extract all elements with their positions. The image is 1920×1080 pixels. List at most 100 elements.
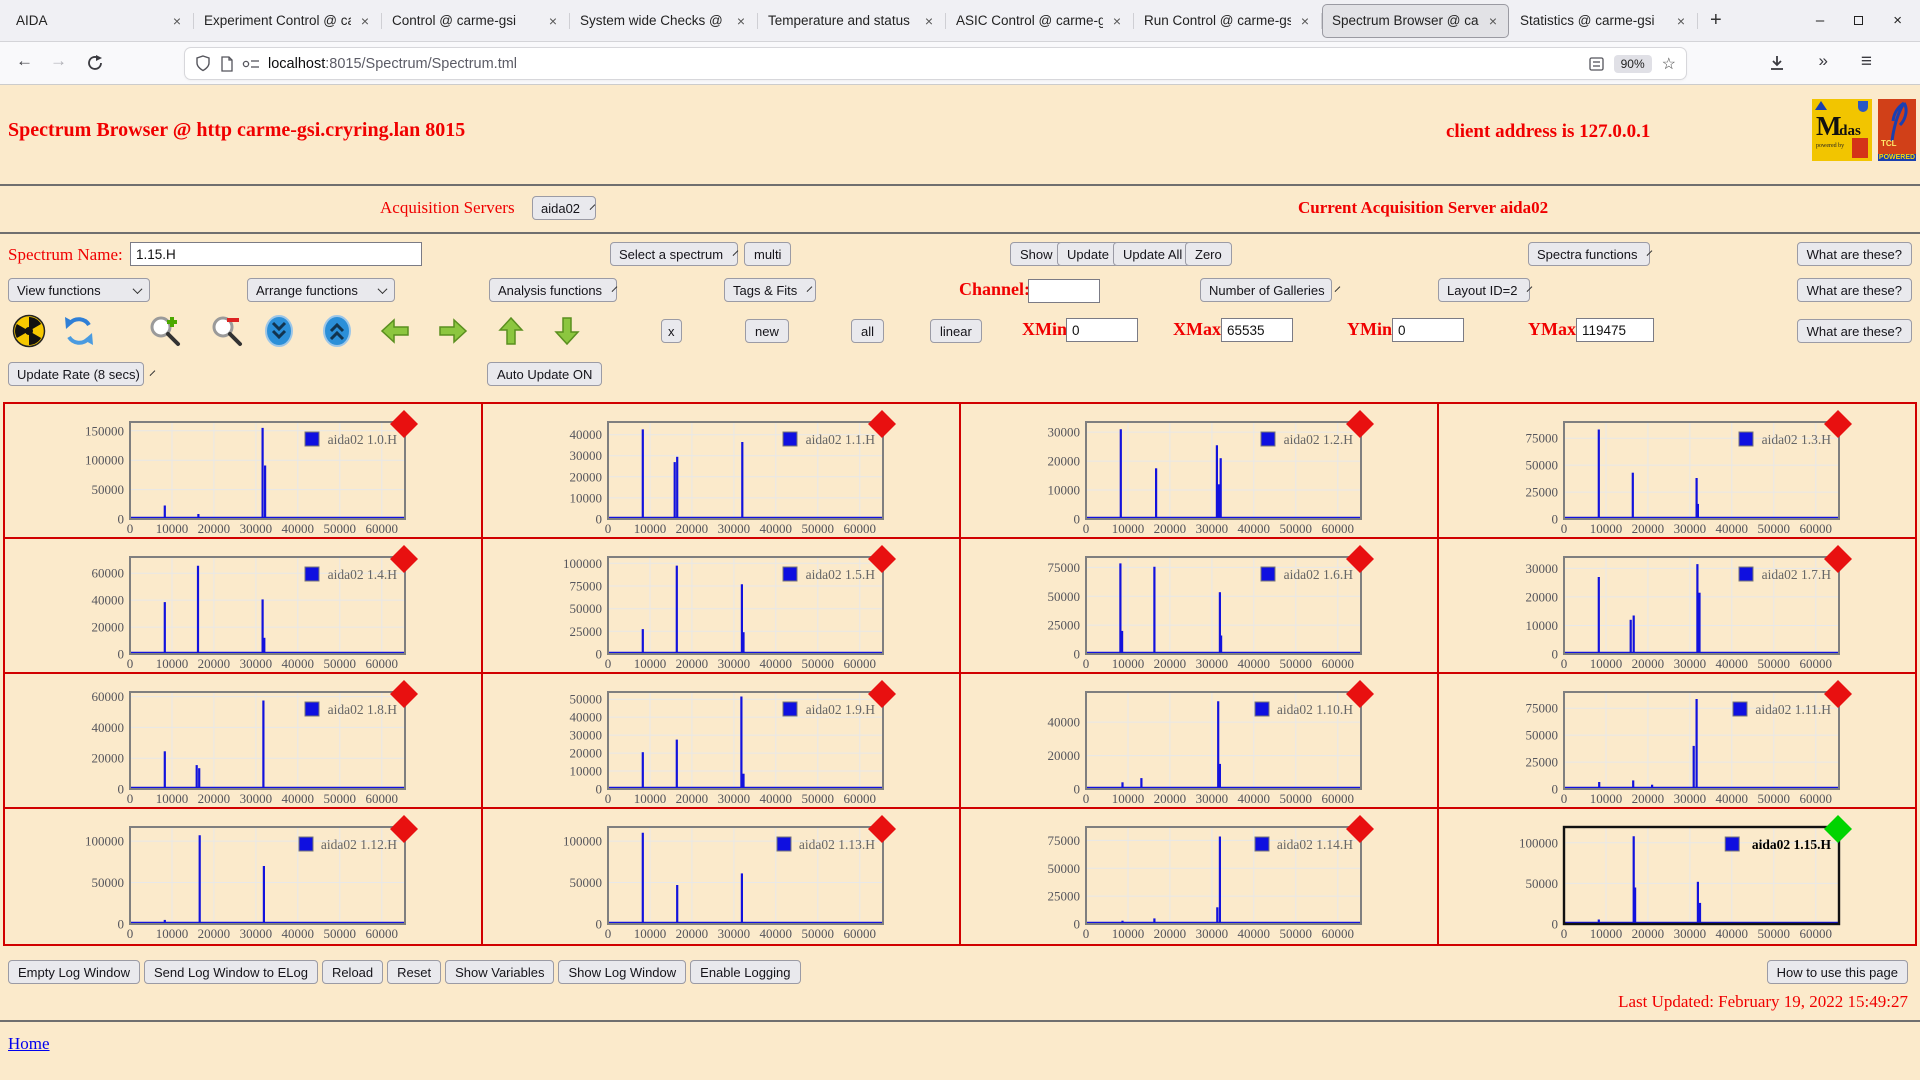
shield-icon[interactable] [195, 55, 211, 72]
browser-tab[interactable]: Spectrum Browser @ ca × [1322, 3, 1509, 38]
browser-tab[interactable]: Run Control @ carme-gs × [1134, 4, 1322, 38]
marker-diamond-icon[interactable] [390, 410, 418, 438]
spectrum-cell[interactable]: 0 20000 40000 60000 0 10000 20000 30000 40000 500… [5, 539, 483, 674]
select-spectrum-dropdown[interactable]: Select a spectrum [610, 242, 739, 266]
spectrum-cell[interactable]: 0 10000 20000 30000 0 10000 20000 30000 40000 500… [1439, 539, 1915, 674]
auto-update-button[interactable]: Auto Update ON [487, 362, 603, 386]
ymax-input[interactable] [1576, 318, 1654, 342]
spectrum-chart[interactable]: 0 50000 100000 0 10000 20000 30000 40000 50000 60… [5, 809, 481, 943]
marker-diamond-icon[interactable] [390, 815, 418, 843]
update-all-button[interactable]: Update All [1113, 242, 1193, 266]
marker-diamond-icon[interactable] [868, 815, 896, 843]
browser-tab[interactable]: Experiment Control @ ca × [194, 4, 382, 38]
browser-tab[interactable]: AIDA × [6, 4, 194, 38]
spectrum-cell[interactable]: 0 20000 40000 0 10000 20000 30000 40000 50000 600… [961, 674, 1439, 809]
url-bar[interactable]: localhost:8015/Spectrum/Spectrum.tml 90%… [185, 48, 1686, 79]
spectrum-cell[interactable]: 0 20000 40000 60000 0 10000 20000 30000 40000 500… [5, 674, 483, 809]
close-tab-icon[interactable]: × [1676, 12, 1686, 29]
reset-button[interactable]: Reset [387, 960, 442, 984]
spectrum-chart[interactable]: 0 50000 100000 150000 0 10000 20000 30000 40000 5… [5, 404, 481, 538]
xmin-input[interactable] [1066, 318, 1138, 342]
view-functions-dropdown[interactable]: View functions [8, 278, 150, 302]
menu-button[interactable]: ≡ [1860, 51, 1872, 72]
enable-logging-button[interactable]: Enable Logging [690, 960, 801, 984]
marker-diamond-icon[interactable] [868, 410, 896, 438]
spectrum-cell[interactable]: 0 50000 100000 0 10000 20000 30000 40000 50000 60… [1439, 809, 1915, 944]
close-tab-icon[interactable]: × [1488, 12, 1498, 29]
browser-tab[interactable]: Statistics @ carme-gsi × [1510, 4, 1698, 38]
selected-marker-diamond-icon[interactable] [1824, 815, 1852, 843]
marker-diamond-icon[interactable] [1346, 815, 1374, 843]
analysis-functions-dropdown[interactable]: Analysis functions [489, 278, 618, 302]
close-tab-icon[interactable]: × [172, 12, 182, 29]
acquisition-server-select[interactable]: aida02 [532, 196, 596, 220]
close-tab-icon[interactable]: × [548, 12, 558, 29]
how-to-use-button[interactable]: How to use this page [1766, 960, 1908, 984]
what-are-these-button[interactable]: What are these? [1796, 278, 1912, 302]
empty-log-window-button[interactable]: Empty Log Window [8, 960, 140, 984]
spectrum-chart[interactable]: 0 25000 50000 75000 0 10000 20000 30000 40000 500… [1439, 674, 1915, 808]
update-rate-dropdown[interactable]: Update Rate (8 secs) [8, 362, 156, 386]
show-button[interactable]: Show [1010, 242, 1063, 266]
site-permissions-icon[interactable] [242, 57, 260, 71]
back-button[interactable]: ← [16, 51, 33, 70]
spectrum-chart[interactable]: 0 25000 50000 75000 0 10000 20000 30000 40000 500… [1439, 404, 1915, 538]
ymin-input[interactable] [1392, 318, 1464, 342]
what-are-these-button[interactable]: What are these? [1796, 242, 1912, 266]
spectrum-cell[interactable]: 0 25000 50000 75000 0 10000 20000 30000 40000 500… [961, 809, 1439, 944]
marker-diamond-icon[interactable] [390, 545, 418, 573]
new-button[interactable]: new [745, 319, 789, 343]
zoom-level-badge[interactable]: 90% [1613, 54, 1652, 73]
send-log-window-to-elog-button[interactable]: Send Log Window to ELog [144, 960, 318, 984]
browser-tab[interactable]: ASIC Control @ carme-g × [946, 4, 1134, 38]
close-tab-icon[interactable]: × [1112, 12, 1122, 29]
marker-diamond-icon[interactable] [1346, 545, 1374, 573]
update-button[interactable]: Update [1057, 242, 1119, 266]
url-text[interactable]: localhost:8015/Spectrum/Spectrum.tml [268, 55, 518, 72]
spectrum-chart[interactable]: 0 20000 40000 60000 0 10000 20000 30000 40000 500… [5, 539, 481, 673]
browser-tab[interactable]: Temperature and status × [758, 4, 946, 38]
number-of-galleries-dropdown[interactable]: Number of Galleries [1200, 278, 1340, 302]
page-info-icon[interactable] [220, 55, 234, 72]
spectrum-cell[interactable]: 0 10000 20000 30000 0 10000 20000 30000 40000 500… [961, 404, 1439, 539]
close-tab-icon[interactable]: × [924, 12, 934, 29]
browser-tab[interactable]: System wide Checks @ c × [570, 4, 758, 38]
all-button[interactable]: all [851, 319, 885, 343]
spectrum-chart[interactable]: 0 10000 20000 30000 0 10000 20000 30000 40000 500… [961, 404, 1437, 538]
raise-arrow-icon[interactable] [494, 314, 528, 348]
spectrum-cell[interactable]: 0 25000 50000 75000 0 10000 20000 30000 40000 500… [1439, 404, 1915, 539]
minimize-button[interactable]: – [1815, 12, 1825, 29]
radiation-icon[interactable] [12, 314, 46, 348]
spectrum-cell[interactable]: 0 25000 50000 75000 100000 0 10000 20000 30000 40… [483, 539, 961, 674]
multi-button[interactable]: multi [744, 242, 792, 266]
bookmark-star-icon[interactable]: ☆ [1661, 55, 1676, 73]
spectrum-chart[interactable]: 0 20000 40000 0 10000 20000 30000 40000 50000 600… [961, 674, 1437, 808]
home-link[interactable]: Home [8, 1034, 50, 1053]
zoom-in-icon[interactable] [148, 314, 182, 348]
marker-diamond-icon[interactable] [1824, 545, 1852, 573]
forward-button[interactable]: → [50, 51, 67, 70]
tags-fits-dropdown[interactable]: Tags & Fits [724, 278, 816, 302]
marker-diamond-icon[interactable] [868, 680, 896, 708]
browser-tab[interactable]: Control @ carme-gsi × [382, 4, 570, 38]
spectrum-chart[interactable]: 0 25000 50000 75000 0 10000 20000 30000 40000 500… [961, 539, 1437, 673]
close-tab-icon[interactable]: × [360, 12, 370, 29]
spectrum-cell[interactable]: 0 10000 20000 30000 40000 50000 0 10000 20000 300… [483, 674, 961, 809]
midas-logo[interactable]: M idas powered by [1812, 99, 1872, 161]
channel-input[interactable] [1028, 279, 1100, 303]
spectrum-chart[interactable]: 0 50000 100000 0 10000 20000 30000 40000 50000 60… [1439, 809, 1915, 943]
tcl-powered-logo[interactable]: TCL POWERED [1878, 99, 1916, 161]
marker-diamond-icon[interactable] [1824, 680, 1852, 708]
close-tab-icon[interactable]: × [1300, 12, 1310, 29]
next-arrow-icon[interactable] [436, 314, 470, 348]
arrange-functions-dropdown[interactable]: Arrange functions [247, 278, 395, 302]
close-window-button[interactable]: × [1893, 12, 1902, 29]
zoom-out-icon[interactable] [210, 314, 244, 348]
spectrum-name-input[interactable] [130, 242, 422, 266]
marker-diamond-icon[interactable] [1824, 410, 1852, 438]
spectrum-chart[interactable]: 0 25000 50000 75000 0 10000 20000 30000 40000 500… [961, 809, 1437, 943]
scroll-up-icon[interactable] [320, 314, 354, 348]
toolbar-overflow-button[interactable]: » [1818, 51, 1828, 70]
spectrum-cell[interactable]: 0 10000 20000 30000 40000 0 10000 20000 30000 400… [483, 404, 961, 539]
